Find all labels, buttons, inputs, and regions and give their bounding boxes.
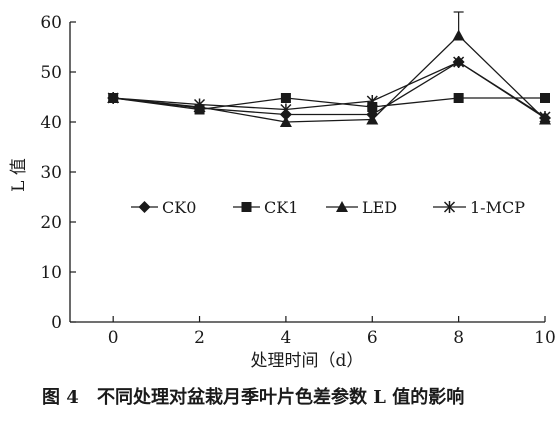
data-point-ck1: [453, 93, 464, 103]
x-tick-label: 8: [453, 328, 464, 348]
legend-item-ck1: CK1: [233, 198, 298, 217]
x-tick-label: 6: [367, 328, 378, 348]
series-layer: [107, 11, 551, 127]
series-line-1-mcp: [113, 61, 546, 118]
data-point-1-mcp: [194, 98, 206, 111]
series-line-ck1: [113, 97, 545, 111]
legend-marker-ck1: [241, 202, 252, 212]
data-point-1-mcp: [453, 56, 465, 68]
figure-caption-text: 不同处理对盆栽月季叶片色差参数 L 值的影响: [97, 386, 464, 408]
x-axis-title: 处理时间（d）: [251, 351, 364, 371]
legend-marker-1-mcp: [443, 201, 456, 213]
y-tick-label: 20: [40, 213, 62, 233]
series-1-mcp: [107, 56, 551, 123]
axes: 0 10 20 30 40 50 60 0 2 4 6 8 10: [40, 13, 555, 348]
y-tick-label: 10: [40, 263, 62, 283]
x-tick-label: 10: [534, 328, 556, 348]
legend-label: LED: [362, 198, 397, 217]
legend-item-ck0: CK0: [131, 198, 196, 217]
legend-item-led: LED: [326, 198, 397, 217]
data-point-led: [279, 116, 292, 127]
y-axis-title: L 值: [9, 158, 29, 192]
data-point-1-mcp: [280, 103, 292, 116]
x-tick-label: 4: [280, 328, 291, 348]
y-tick-label: 30: [40, 163, 62, 183]
y-tick-label: 50: [40, 63, 62, 83]
data-point-led: [366, 113, 379, 125]
y-tick-label: 40: [40, 113, 62, 133]
series-line-led: [113, 34, 546, 123]
data-point-ck1: [540, 93, 550, 103]
legend-marker-ck0: [138, 201, 151, 213]
legend-label: CK0: [162, 198, 196, 217]
legend-marker-led: [336, 201, 348, 212]
data-point-1-mcp: [107, 92, 119, 104]
legend-label: 1-MCP: [470, 198, 525, 217]
series-line-ck0: [113, 61, 546, 119]
series-ck0: [107, 56, 551, 124]
legend-label: CK1: [264, 198, 298, 217]
data-point-ck1: [280, 93, 291, 103]
x-tick-label: 2: [194, 328, 205, 348]
error-bar: [453, 11, 464, 36]
data-point-1-mcp: [366, 95, 378, 107]
x-tick-label: 0: [108, 328, 119, 348]
legend: CK0 CK1 LED 1-MCP: [131, 198, 525, 217]
data-point-1-mcp: [539, 111, 551, 123]
figure-caption-label: 图 4: [42, 387, 79, 408]
legend-item-1-mcp: 1-MCP: [433, 198, 525, 217]
y-tick-label: 0: [51, 313, 62, 333]
y-tick-label: 60: [40, 13, 62, 33]
